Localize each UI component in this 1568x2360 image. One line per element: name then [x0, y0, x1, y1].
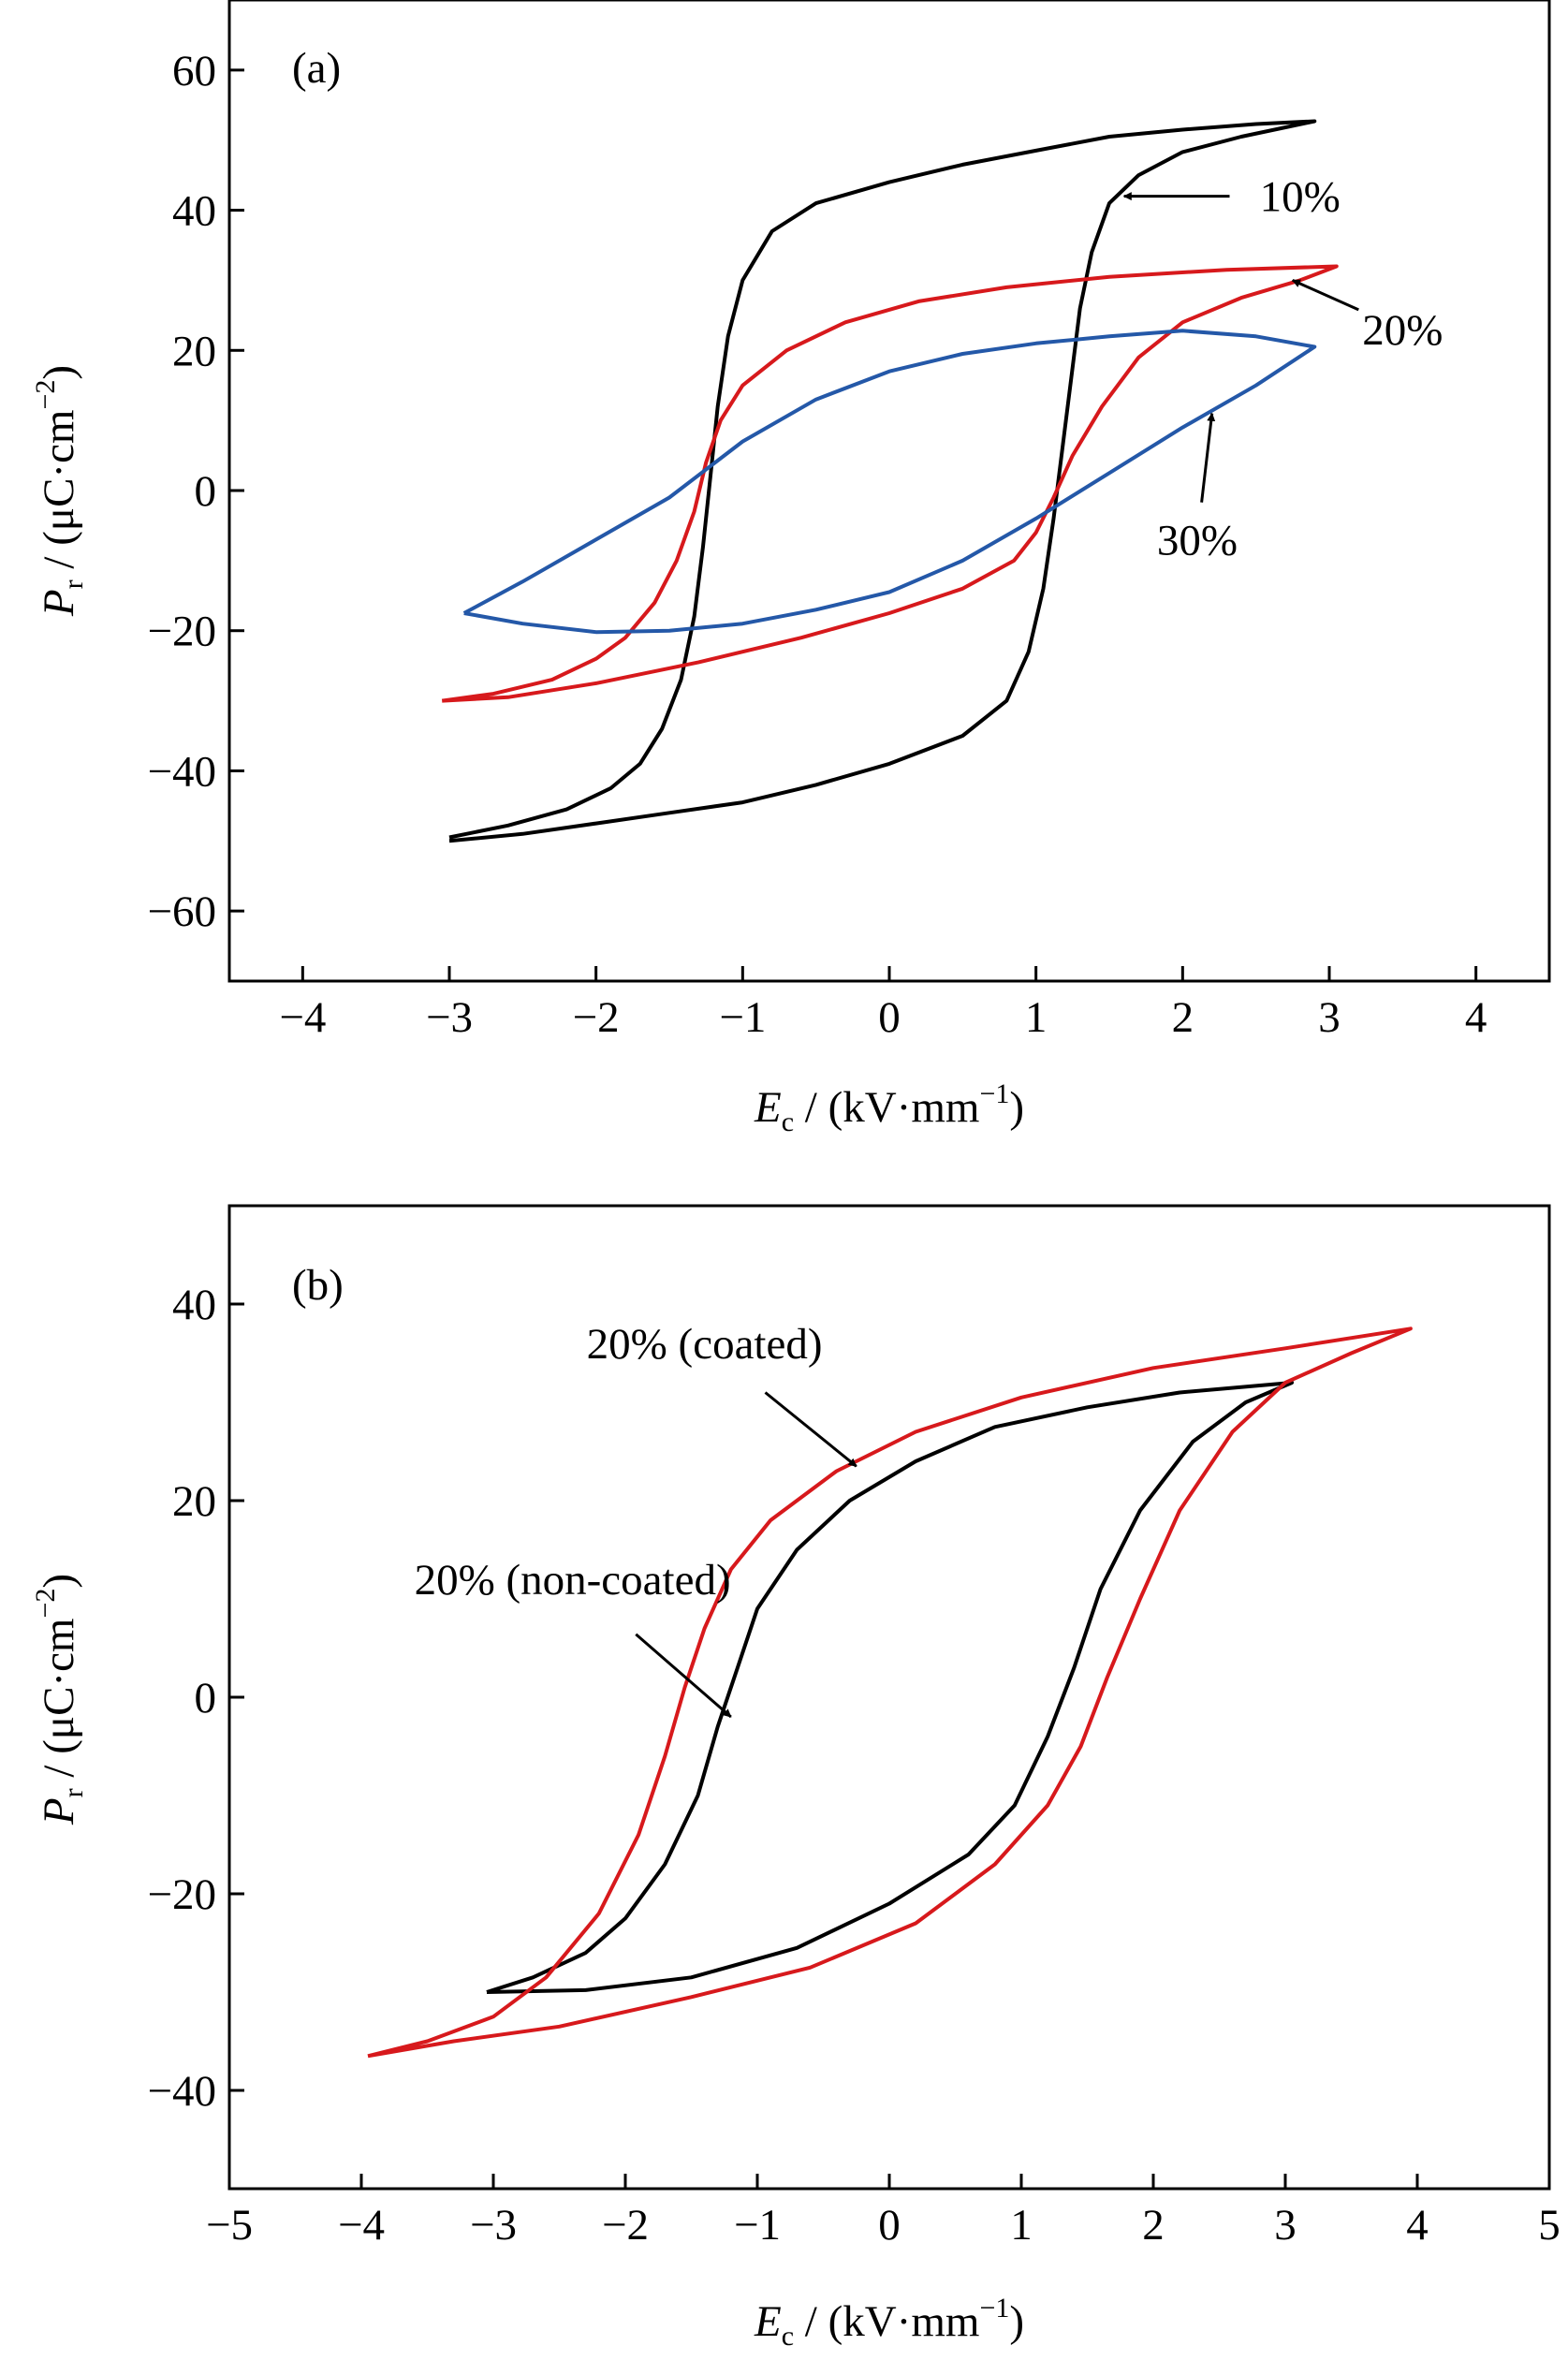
series-line-20 — [441, 264, 1339, 703]
x-tick-label: −2 — [602, 2201, 649, 2250]
y-tick-label: 0 — [195, 1674, 217, 1722]
x-tick-label: 4 — [1406, 2201, 1429, 2250]
x-tick-label: −1 — [734, 2201, 781, 2250]
x-tick-label: 2 — [1142, 2201, 1165, 2250]
annotations-b: 20% (coated) 20% (non-coated) — [415, 1320, 857, 1719]
panel-label-a: (a) — [292, 44, 341, 93]
y-ticks-a: −60 −40 −20 0 20 40 60 — [147, 47, 244, 936]
y-tick-label: −40 — [147, 2067, 216, 2116]
x-tick-label: 2 — [1172, 993, 1194, 1042]
x-tick-label: 1 — [1010, 2201, 1033, 2250]
plot-frame-a — [227, 0, 1551, 983]
y-tick-label: 0 — [195, 467, 217, 516]
series-line-20-coated — [367, 1327, 1413, 2059]
y-tick-label: 20 — [172, 1477, 216, 1526]
annotation-arrow — [1200, 412, 1216, 503]
y-tick-label: 20 — [172, 327, 216, 375]
annotation-label: 30% — [1157, 516, 1238, 564]
x-ticks-b: −5 −4 −3 −2 −1 0 1 2 3 4 5 — [206, 2174, 1561, 2250]
y-ticks-b: −40 −20 0 20 40 — [147, 1281, 244, 2116]
x-tick-label: 0 — [878, 993, 901, 1042]
x-tick-label: −4 — [338, 2201, 385, 2250]
x-tick-label: 0 — [878, 2201, 901, 2250]
x-tick-label: 3 — [1274, 2201, 1297, 2250]
annotation-label: 20% (non-coated) — [415, 1556, 731, 1605]
y-tick-label: −40 — [147, 747, 216, 796]
y-tick-label: −20 — [147, 1870, 216, 1919]
annotation-arrow — [1291, 279, 1359, 312]
series-line-20-non-coated — [486, 1381, 1295, 1994]
x-tick-label: 5 — [1538, 2201, 1561, 2250]
series-line-10 — [448, 119, 1317, 843]
x-tick-label: −5 — [206, 2201, 253, 2250]
annotation-label: 20% (coated) — [587, 1320, 823, 1369]
x-tick-label: 3 — [1318, 993, 1341, 1042]
y-tick-label: −60 — [147, 887, 216, 936]
annotation-label: 10% — [1260, 173, 1341, 222]
annotation-label: 20% — [1362, 306, 1443, 355]
y-tick-label: 40 — [172, 1281, 216, 1329]
y-axis-label-a: Pr / (μC·cm−2) — [30, 365, 89, 617]
x-ticks-a: −4 −3 −2 −1 0 1 2 3 4 — [279, 966, 1487, 1042]
x-axis-label-a: Ec / (kV·mm−1) — [754, 1078, 1024, 1137]
y-tick-label: 40 — [172, 187, 216, 236]
x-tick-label: −1 — [719, 993, 766, 1042]
chart-panel-a: (a) −60 −40 −20 0 20 40 60 −4 −3 −2 −1 0 1 2 3 4 10% 20… — [30, 0, 1551, 1137]
x-tick-label: 1 — [1025, 993, 1048, 1042]
panel-label-b: (b) — [292, 1261, 344, 1310]
chart-panel-b: (b) −40 −20 0 20 40 −5 −4 −3 −2 −1 0 1 2 3 4 5 20% (co… — [30, 1204, 1561, 2352]
y-axis-label-b: Pr / (μC·cm−2) — [30, 1574, 89, 1825]
x-axis-label-b: Ec / (kV·mm−1) — [754, 2293, 1024, 2352]
annotations-a: 10% 20% 30% — [1122, 173, 1443, 564]
x-tick-label: −3 — [470, 2201, 517, 2250]
series-b — [367, 1327, 1413, 2059]
series-a — [441, 119, 1339, 843]
y-tick-label: −20 — [147, 608, 216, 656]
series-line-30 — [462, 329, 1317, 635]
annotation-arrow — [764, 1391, 857, 1468]
y-tick-label: 60 — [172, 47, 216, 95]
x-tick-label: −2 — [573, 993, 620, 1042]
x-tick-label: −4 — [279, 993, 326, 1042]
x-tick-label: −3 — [426, 993, 473, 1042]
annotation-arrow — [635, 1633, 732, 1719]
x-tick-label: 4 — [1465, 993, 1487, 1042]
